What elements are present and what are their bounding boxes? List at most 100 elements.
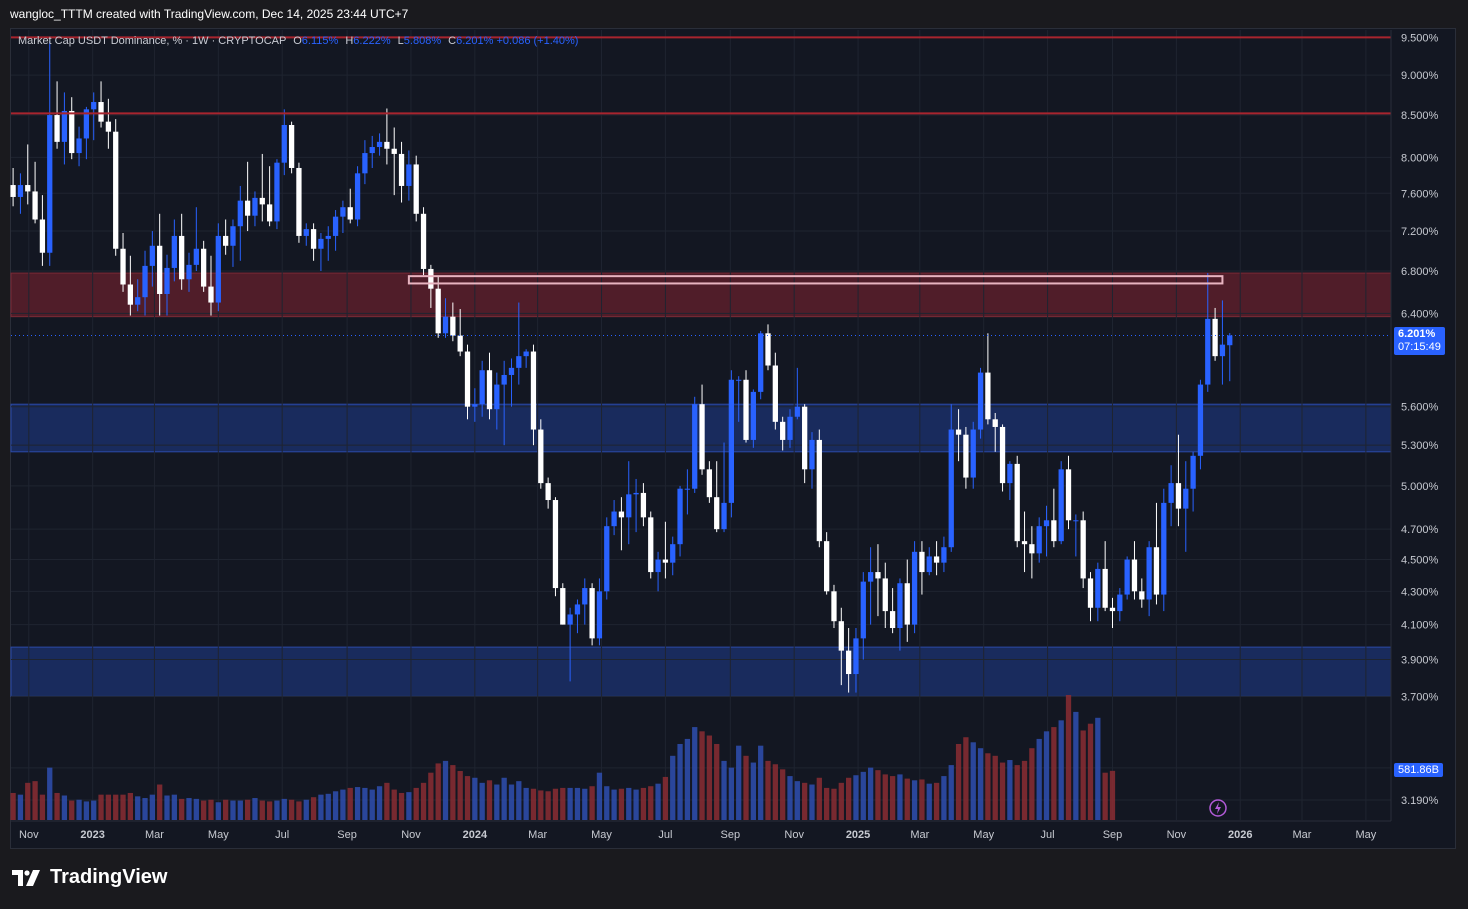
candles-layer [10,41,1233,693]
time-tick-label: 2023 [80,829,104,841]
candle-body [113,131,119,249]
candle-body [977,372,984,430]
candle-body [596,591,603,639]
candle-body [911,551,918,625]
volume-bar [61,795,68,820]
chart-caption: wangloc_TTTM created with TradingView.co… [10,7,409,21]
volume-bar [39,794,46,820]
candle-body [1014,463,1020,542]
candle-body [237,200,243,227]
volume-bar [384,782,390,820]
candle-body [633,492,639,495]
candle-body [296,167,302,236]
candle-body [1146,547,1152,600]
candle-body [494,384,500,410]
candle-body [948,429,954,548]
volume-bar [545,791,551,820]
volume-bar [1087,723,1094,820]
candle-body [626,494,632,518]
volume-bar [582,788,588,820]
volume-bar [230,800,236,820]
candle-body [1109,607,1116,612]
volume-bar [530,788,537,820]
symbol-legend[interactable]: Market Cap USDT Dominance, % · 1W · CRYP… [18,35,578,47]
volume-bar [1065,695,1072,820]
volume-bar [420,782,427,820]
volume-bar [560,787,566,820]
price-tick-label: 6.800% [1401,266,1439,278]
candle-body [310,229,317,249]
lightning-icon-ring [1209,799,1227,817]
tradingview-logo-icon [12,869,40,886]
candle-body [831,591,837,622]
candle-body [904,583,910,625]
time-tick-label: 2024 [463,829,488,841]
candle-body [120,248,126,285]
candle-body [985,372,991,420]
candle-body [670,544,676,563]
volume-bar [611,789,617,820]
volume-bar [105,794,112,820]
volume-bar [113,794,119,820]
candle-body [369,147,375,154]
volume-bar [457,771,463,820]
time-axis: Nov 2023 Mar May Jul Sep Nov 2024 Mar May Jul Sep No… [11,820,1391,841]
brand-name: TradingView [50,866,168,888]
volume-bar [692,727,698,820]
volume-bar [1109,770,1116,820]
candle-body [604,526,610,592]
candle-body [362,153,368,174]
candle-body [618,511,625,518]
tradingview-footer[interactable]: TradingView [12,866,167,889]
candle-body [560,588,566,625]
candle-body [420,213,427,269]
volume-bar [486,780,493,820]
volume-bar [516,781,522,820]
last-volume-tag: 581.86B [1394,762,1443,777]
candle-body [853,638,859,675]
price-tick-label: 5.300% [1401,440,1439,452]
volume-layer [10,695,1116,820]
candle-body [1227,335,1233,346]
candle-body [479,370,485,405]
candle-body [186,264,192,280]
volume-bar [1043,731,1050,820]
volume-bar [479,782,485,820]
candle-body [61,110,68,142]
candle-body [398,153,405,186]
candle-body [545,483,551,501]
volume-bar [69,800,75,820]
candle-body [926,556,932,573]
volume-bar [83,801,90,820]
volume-bar [208,799,214,820]
volume-bar [47,767,53,820]
candle-body [640,492,647,518]
overlay-layer [11,36,1391,817]
price-tick-label: 8.000% [1401,152,1439,164]
volume-bar [237,800,243,820]
volume-bar [992,755,998,820]
volume-bar [347,787,353,820]
last-price-value: 6.201% [1398,328,1436,341]
candle-body [802,406,808,470]
candle-body [201,248,207,287]
candle-body [215,235,221,303]
time-tick-label: Mar [145,829,164,841]
candle-body [772,365,778,422]
volume-bar [933,782,940,820]
volume-bar [802,782,808,820]
candle-body [1021,541,1028,545]
volume-bar [633,789,639,820]
candle-body [523,351,529,357]
volume-bar [765,760,771,820]
volume-bar [706,735,713,820]
time-tick-label: May [591,829,612,841]
volume-bar [985,753,991,820]
resistance-zone [10,272,1392,318]
candle-body [142,265,148,298]
candle-body [860,581,866,639]
volume-bar [758,745,764,820]
high-label: H [345,35,354,47]
candle-body [1058,469,1064,542]
